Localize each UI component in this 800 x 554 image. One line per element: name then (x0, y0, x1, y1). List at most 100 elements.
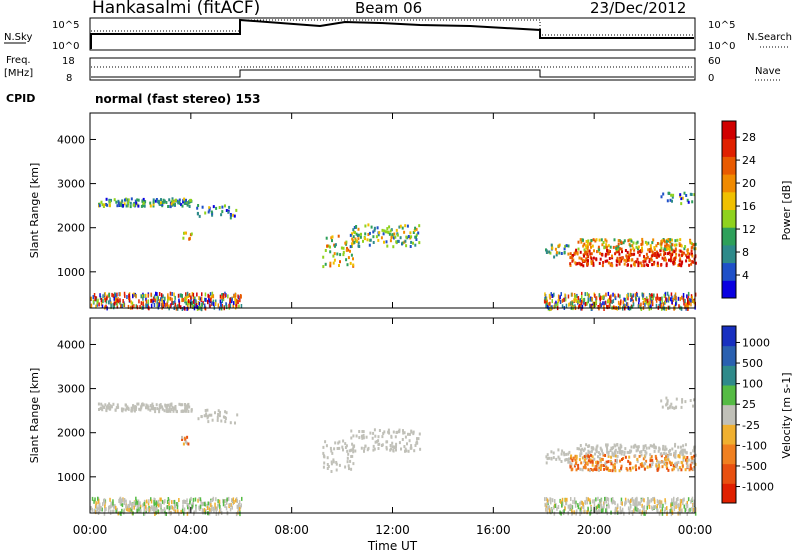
scatter-cell (690, 467, 693, 471)
near-range-cell (611, 500, 614, 505)
scatter-cell (583, 458, 586, 462)
scatter-cell (584, 259, 587, 263)
scatter-cell (682, 444, 685, 448)
near-range-cell (213, 302, 215, 307)
scatter-cell (152, 204, 155, 208)
scatter-cell (390, 236, 393, 239)
colorbar-label: Power [dB] (780, 181, 793, 241)
scatter-cell (605, 466, 608, 469)
scatter-cell (577, 466, 580, 470)
near-range-cell (639, 501, 641, 506)
scatter-cell (609, 449, 612, 452)
scatter-cell (354, 239, 357, 243)
near-range-cell (164, 303, 167, 308)
scatter-cell (149, 201, 152, 205)
near-range-cell (573, 500, 576, 505)
x-tick-label: 00:00 (678, 523, 713, 537)
near-range-cell (120, 303, 122, 308)
near-range-cell (654, 504, 656, 509)
near-range-cell (625, 304, 627, 309)
near-range-cell (645, 510, 647, 515)
near-range-cell (122, 302, 125, 307)
near-range-cell (200, 296, 203, 301)
scatter-cell (680, 197, 683, 201)
scatter-cell (628, 238, 631, 242)
near-range-cell (104, 298, 106, 303)
near-range-cell (598, 502, 601, 507)
scatter-cell (176, 410, 178, 414)
scatter-cell (133, 203, 135, 207)
near-range-cell (677, 504, 679, 509)
scatter-cell (180, 203, 183, 207)
scatter-cell (168, 198, 171, 202)
scatter-cell (689, 399, 692, 402)
near-range-cell (684, 305, 686, 310)
near-range-cell (568, 507, 571, 512)
near-range-cell (664, 507, 666, 512)
near-range-cell (635, 296, 637, 301)
near-range-cell (642, 497, 644, 502)
near-range-cell (561, 501, 563, 506)
scatter-cell (372, 241, 375, 244)
near-range-cell (679, 498, 682, 503)
scatter-cell (587, 468, 590, 472)
near-range-cell (677, 296, 680, 301)
scatter-cell (614, 469, 617, 473)
scatter-cell (97, 402, 100, 406)
scatter-cell (395, 442, 398, 446)
near-range-cell (218, 499, 221, 504)
near-range-cell (593, 499, 596, 504)
scatter-cell (204, 409, 207, 412)
near-range-cell (577, 503, 579, 508)
near-range-cell (616, 503, 619, 508)
scatter-cell (220, 419, 223, 423)
scatter-cell (650, 257, 653, 261)
scatter-cell (631, 466, 634, 470)
near-range-cell (629, 504, 632, 509)
scatter-cell (641, 242, 644, 246)
scatter-cell (569, 252, 572, 256)
scatter-cell (621, 450, 624, 454)
scatter-cell (117, 201, 120, 205)
near-range-cell (183, 511, 185, 516)
near-range-cell (219, 508, 222, 513)
scatter-cell (187, 201, 190, 205)
near-range-cell (153, 506, 155, 510)
scatter-cell (613, 463, 616, 467)
near-range-cell (195, 302, 198, 307)
near-range-cell (545, 299, 547, 304)
near-range-cell (603, 504, 605, 509)
near-range-cell (673, 295, 676, 300)
near-range-cell (547, 499, 550, 504)
near-range-cell (175, 306, 178, 311)
scatter-cell (646, 255, 649, 259)
near-range-cell (669, 297, 672, 302)
nave-tick-bottom: 0 (708, 73, 714, 84)
scatter-cell (373, 226, 376, 230)
scatter-cell (579, 238, 582, 242)
near-range-cell (238, 509, 240, 514)
near-range-cell (126, 507, 129, 512)
near-range-cell (581, 295, 583, 299)
near-range-cell (240, 294, 242, 299)
scatter-cell (373, 428, 376, 432)
near-range-cell (686, 511, 688, 516)
scatter-cell (581, 238, 584, 242)
near-range-cell (545, 507, 547, 512)
near-range-cell (691, 295, 693, 300)
near-range-cell (202, 501, 205, 506)
near-range-cell (577, 299, 579, 304)
scatter-cell (405, 235, 408, 239)
near-range-cell (171, 292, 173, 296)
scatter-cell (342, 448, 344, 452)
scatter-cell (638, 454, 641, 458)
scatter-cell (605, 460, 608, 464)
near-range-cell (104, 508, 106, 513)
near-range-cell (203, 508, 206, 512)
near-range-cell (670, 503, 672, 508)
scatter-cell (359, 235, 362, 239)
near-range-cell (662, 302, 665, 307)
near-range-cell (652, 497, 654, 501)
scatter-cell (657, 460, 660, 464)
scatter-cell (171, 199, 174, 203)
